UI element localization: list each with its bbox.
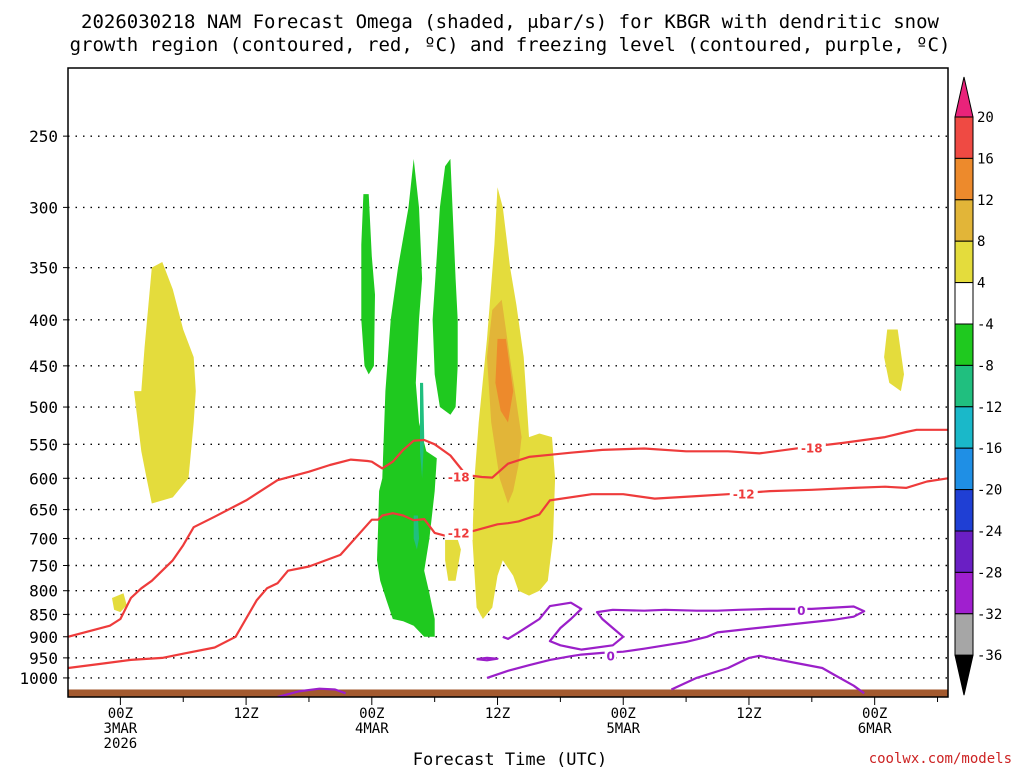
y-tick-label-500: 500 bbox=[29, 398, 58, 417]
colorbar-label-2: 12 bbox=[977, 193, 994, 209]
colorbar: 20 16 12 8 4 -4 -8 -12 -16 -20 -24 -28 -32 -36 bbox=[954, 76, 1002, 696]
chart-title-line-1: 2026030218 NAM Forecast Omega (shaded, μ… bbox=[81, 11, 939, 33]
colorbar-bin-10 bbox=[954, 530, 974, 573]
shaded-region-omega-positive-left bbox=[134, 262, 196, 504]
colorbar-bin-8 bbox=[954, 447, 974, 491]
x-tick-label-48-0: 00Z bbox=[611, 706, 636, 722]
contour-freezing-level-3 bbox=[277, 687, 346, 697]
contour-label-1: -18 bbox=[801, 441, 823, 455]
y-tick-label-450: 450 bbox=[29, 357, 58, 376]
y-tick-label-550: 550 bbox=[29, 435, 58, 454]
contour-freezing-level-4 bbox=[476, 656, 499, 662]
contour-label-bg-1 bbox=[797, 440, 826, 455]
colorbar-label-1: 16 bbox=[977, 151, 994, 167]
y-tick-label-950: 950 bbox=[29, 649, 58, 668]
colorbar-label-12: -32 bbox=[977, 607, 1002, 623]
x-tick-label-72-1: 6MAR bbox=[858, 721, 892, 737]
colorbar-bin-9 bbox=[954, 489, 974, 532]
contour-label-bg-5 bbox=[795, 603, 808, 618]
y-tick-label-900: 900 bbox=[29, 628, 58, 647]
shaded-region-omega-negative-e bbox=[413, 515, 419, 550]
colorbar-label-3: 8 bbox=[977, 234, 985, 250]
colorbar-bin-7 bbox=[954, 406, 974, 449]
colorbar-bin-12 bbox=[954, 613, 974, 656]
colorbar-label-8: -16 bbox=[977, 441, 1002, 457]
contour-label-bg-3 bbox=[729, 487, 758, 502]
y-tick-label-650: 650 bbox=[29, 501, 58, 520]
x-tick-label-48-1: 5MAR bbox=[606, 721, 640, 737]
colorbar-label-0: 20 bbox=[977, 110, 994, 126]
x-tick-label-24-0: 00Z bbox=[359, 706, 384, 722]
colorbar-label-7: -12 bbox=[977, 400, 1002, 416]
colorbar-bin-4 bbox=[954, 282, 974, 325]
x-tick-label-24-1: 4MAR bbox=[355, 721, 389, 737]
shaded-region-omega-positive-small-left bbox=[112, 593, 127, 613]
colorbar-label-4: 4 bbox=[977, 276, 985, 292]
axes: 250 300 350 400 450 500 550 600 650 700 750 800 850 9… bbox=[19, 67, 949, 752]
contour-label-5: 0 bbox=[797, 604, 805, 618]
x-tick-label-0-0: 00Z bbox=[108, 706, 133, 722]
colorbar-bin-1 bbox=[954, 157, 974, 201]
y-tick-label-850: 850 bbox=[29, 605, 58, 624]
colorbar-label-10: -24 bbox=[977, 524, 1002, 540]
colorbar-bin-0 bbox=[954, 116, 974, 159]
contour-label-0: -18 bbox=[448, 470, 470, 484]
y-tick-label-800: 800 bbox=[29, 582, 58, 601]
shaded-region-omega-negative-d bbox=[420, 382, 425, 479]
y-tick-label-1000: 1000 bbox=[19, 669, 58, 688]
shaded-region-omega-positive-12 bbox=[495, 338, 514, 423]
plot-frame bbox=[67, 67, 949, 698]
shaded-region-omega-negative-a bbox=[361, 194, 375, 375]
colorbar-label-5: -4 bbox=[977, 317, 994, 333]
y-tick-label-250: 250 bbox=[29, 127, 58, 146]
y-tick-label-600: 600 bbox=[29, 469, 58, 488]
colorbar-bin-bottom bbox=[954, 654, 974, 696]
y-tick-label-350: 350 bbox=[29, 259, 58, 278]
contour-label-bg-4 bbox=[604, 648, 617, 663]
plot-area: -18 -18 -12 -12 0 0 bbox=[68, 135, 948, 697]
contour-label-bg-2 bbox=[444, 525, 473, 540]
chart-title-line-2: growth region (contoured, red, ºC) and f… bbox=[70, 34, 951, 56]
colorbar-bin-2 bbox=[954, 199, 974, 242]
colorbar-bin-11 bbox=[954, 571, 974, 615]
contour-label-2: -12 bbox=[448, 526, 470, 540]
x-axis-label: Forecast Time (UTC) bbox=[413, 750, 607, 768]
colorbar-label-11: -28 bbox=[977, 565, 1002, 581]
contour-label-3: -12 bbox=[733, 488, 755, 502]
y-tick-label-700: 700 bbox=[29, 530, 58, 549]
x-tick-label-36-0: 12Z bbox=[485, 706, 510, 722]
contour-freezing-level-2 bbox=[670, 654, 865, 695]
colorbar-bin-top bbox=[954, 76, 974, 118]
colorbar-bin-3 bbox=[954, 240, 974, 284]
contour-dendritic-upper bbox=[68, 428, 948, 638]
x-tick-label-12-0: 12Z bbox=[233, 706, 258, 722]
contour-label-4: 0 bbox=[606, 649, 614, 663]
y-tick-label-750: 750 bbox=[29, 557, 58, 576]
colorbar-bin-6 bbox=[954, 364, 974, 408]
terrain-strip bbox=[68, 689, 948, 697]
colorbar-label-13: -36 bbox=[977, 648, 1002, 664]
y-tick-label-400: 400 bbox=[29, 311, 58, 330]
x-tick-label-72-0: 00Z bbox=[862, 706, 887, 722]
colorbar-label-6: -8 bbox=[977, 358, 994, 374]
x-tick-label-60-0: 12Z bbox=[736, 706, 761, 722]
credit-text: coolwx.com/models bbox=[869, 751, 1012, 767]
shaded-region-omega-negative-b bbox=[377, 158, 437, 637]
y-tick-label-300: 300 bbox=[29, 198, 58, 217]
shaded-region-omega-positive-small-mid bbox=[445, 532, 461, 581]
x-tick-label-0-1: 3MAR bbox=[104, 721, 138, 737]
x-tick-label-0-2: 2026 bbox=[104, 736, 138, 752]
colorbar-bin-5 bbox=[954, 323, 974, 366]
shaded-region-omega-positive-right bbox=[884, 329, 904, 392]
contour-label-bg-0 bbox=[444, 469, 473, 484]
shaded-region-omega-negative-c bbox=[432, 158, 458, 415]
colorbar-label-9: -20 bbox=[977, 483, 1002, 499]
contour-freezing-level-1 bbox=[486, 601, 866, 679]
